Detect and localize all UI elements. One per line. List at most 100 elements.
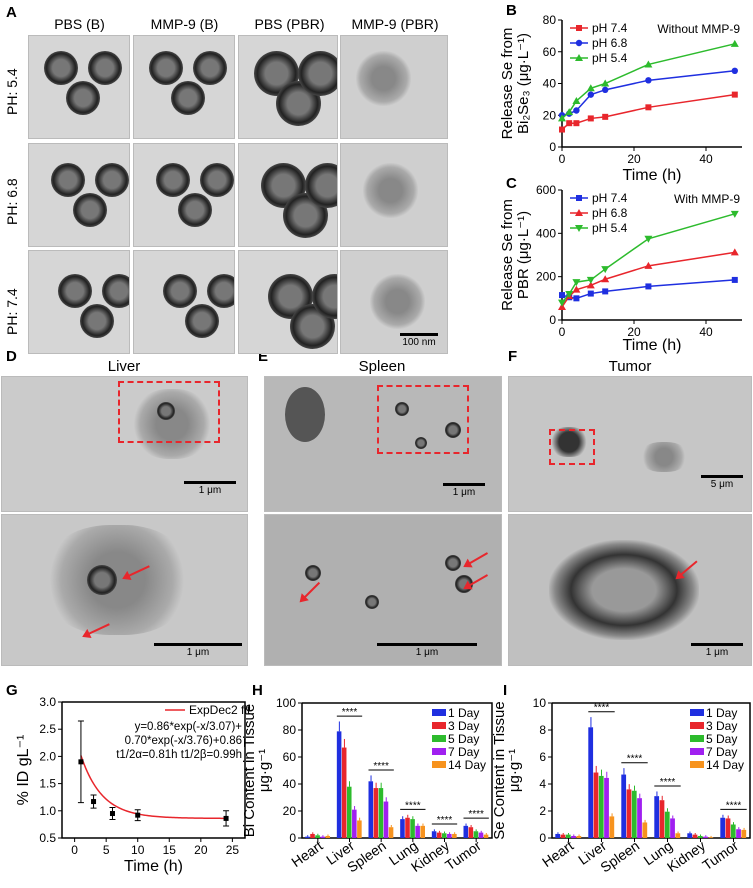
bar [405, 817, 410, 838]
scale-bar: 1 μm [184, 481, 236, 496]
y-tick-label: 4 [539, 777, 546, 791]
legend-label: pH 5.4 [592, 51, 628, 65]
bar [388, 827, 394, 838]
bar [463, 825, 469, 838]
axis-frame [561, 20, 742, 148]
data-point [730, 248, 739, 256]
legend-swatch [690, 735, 704, 742]
y-tick-label: 0 [549, 140, 556, 154]
bar [588, 727, 594, 838]
bar [670, 818, 675, 838]
x-axis-label: Time (h) [623, 167, 682, 184]
y-axis-label: Release Se from [499, 28, 516, 140]
x-tick-label: Tumor [442, 837, 484, 873]
bar [659, 800, 665, 838]
y-tick-label: 60 [283, 750, 297, 764]
x-tick-label: Spleen [597, 837, 642, 875]
y-tick-label: 600 [536, 183, 556, 197]
y-axis-label: Bi Content in Tissue [241, 704, 258, 837]
bar [560, 834, 566, 838]
significance-label: **** [468, 809, 484, 820]
bar [352, 809, 357, 838]
bar [410, 819, 415, 838]
x-tick-label: 20 [627, 325, 641, 339]
legend-swatch [432, 722, 446, 729]
data-point [602, 86, 609, 94]
x-tick-label: 10 [131, 843, 145, 857]
data-point [572, 96, 581, 104]
tem-image [133, 35, 235, 139]
column-header: MMP-9 (PBR) [351, 16, 439, 32]
bar [687, 833, 693, 838]
x-tick-label: 0 [559, 325, 566, 339]
significance-label: **** [726, 800, 742, 811]
data-point [91, 799, 97, 805]
y-tick-label: 80 [283, 723, 297, 737]
fit-equation: t1/2α=0.81h t1/2β=0.99h [116, 749, 242, 761]
tem-image [28, 35, 130, 139]
data-point [730, 210, 739, 218]
y-tick-label: 2.0 [39, 749, 56, 763]
y-axis-label: PBR (μg·L⁻¹) [515, 211, 532, 299]
y-tick-label: 2.5 [39, 722, 56, 736]
data-point [644, 235, 653, 243]
scale-bar: 1 μm [691, 643, 743, 658]
bar [708, 837, 714, 838]
y-tick-label: 200 [536, 270, 556, 284]
data-point [109, 811, 115, 817]
data-point [135, 812, 141, 818]
panel-f-title: Tumor [608, 358, 652, 375]
bar [431, 831, 437, 838]
x-axis-label: Time (h) [623, 337, 682, 354]
data-point [223, 815, 229, 821]
legend-label: 7 Day [706, 745, 737, 759]
data-point [602, 288, 609, 295]
column-header: PBS (B) [54, 16, 105, 32]
significance-label: **** [373, 761, 389, 772]
zoom-region-box [377, 385, 469, 454]
bar [473, 831, 479, 838]
x-tick-label: 20 [194, 843, 208, 857]
bar [593, 772, 599, 838]
fit-equation: 0.70*exp(-x/3.76)+0.86 [125, 735, 242, 747]
tem-image [238, 143, 338, 247]
column-header: PBS (PBR) [254, 16, 325, 32]
bar [703, 836, 708, 838]
y-tick-label: 60 [543, 45, 557, 59]
bar [720, 817, 726, 838]
y-tick-label: 0 [549, 313, 556, 327]
bar [373, 788, 379, 838]
bar [341, 747, 347, 838]
data-point [587, 115, 594, 122]
panel-e-title: Spleen [358, 358, 406, 375]
bar [631, 790, 637, 838]
bar [565, 834, 571, 838]
x-tick-label: 25 [226, 843, 240, 857]
data-point [572, 285, 581, 293]
y-axis-label: μg·g⁻¹ [506, 749, 523, 792]
data-point [730, 39, 739, 47]
bar [598, 775, 604, 838]
series-line [561, 93, 735, 131]
tem-image [340, 35, 448, 139]
legend-label: 1 Day [706, 706, 737, 720]
legend-label: pH 7.4 [592, 191, 628, 205]
data-point [558, 114, 566, 122]
legend-swatch [690, 761, 704, 768]
legend-label: 3 Day [448, 719, 479, 733]
data-point [644, 60, 653, 68]
significance-label: **** [437, 815, 453, 826]
bar [637, 798, 642, 838]
y-tick-label: 0 [539, 831, 546, 845]
scale-bar: 1 μm [154, 643, 242, 658]
tem-image [133, 250, 235, 354]
data-point [587, 290, 594, 297]
y-axis-label: Se Content in Tissue [491, 701, 508, 839]
x-axis-label: Time (h) [124, 858, 183, 875]
panel-label-h: H [252, 682, 263, 699]
x-tick-label: 40 [699, 152, 713, 166]
tem-image [238, 35, 338, 139]
tem-image [340, 143, 448, 247]
bar [478, 832, 484, 838]
data-point [645, 283, 652, 290]
